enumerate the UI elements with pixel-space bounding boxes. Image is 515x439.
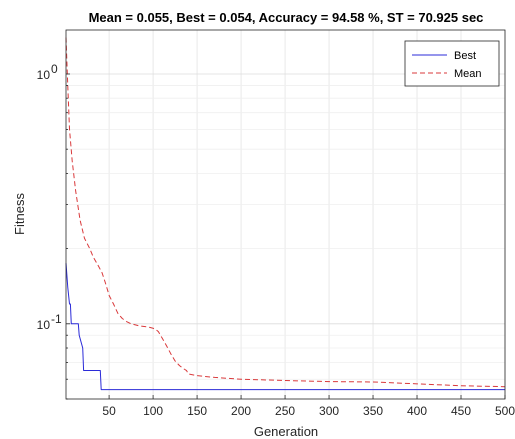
- series-line-mean: [65, 37, 506, 388]
- plot-area: [66, 30, 505, 399]
- legend-mean-label: Mean: [454, 68, 482, 80]
- x-tick-label: 100: [143, 404, 163, 418]
- series-lines: [65, 37, 506, 391]
- x-tick-label: 200: [231, 404, 251, 418]
- plot-frame: [65, 29, 506, 400]
- x-tick-label: 450: [451, 404, 471, 418]
- legend: Best Mean: [404, 40, 500, 87]
- x-tick-label: 250: [275, 404, 295, 418]
- x-tick-label: 350: [363, 404, 383, 418]
- legend-box: [404, 40, 500, 87]
- x-tick-label: 150: [187, 404, 207, 418]
- y-axis-label: Fitness: [12, 193, 27, 235]
- x-tick-label: 50: [102, 404, 116, 418]
- series-line-best: [65, 263, 505, 391]
- y-tick-label: 10: [37, 318, 51, 332]
- legend-best-label: Best: [454, 50, 476, 62]
- x-tick-label: 500: [495, 404, 515, 418]
- y-tick-exponent: 0: [51, 62, 58, 76]
- y-tick-label: 10: [37, 68, 51, 82]
- x-tick-label: 400: [407, 404, 427, 418]
- y-tick-exponent: -1: [51, 312, 62, 326]
- x-axis-ticks: 50 100 150 200 250 300 350 400 450 500: [102, 395, 515, 418]
- chart-title: Mean = 0.055, Best = 0.054, Accuracy = 9…: [89, 10, 484, 25]
- x-tick-label: 300: [319, 404, 339, 418]
- x-axis-label: Generation: [254, 424, 318, 439]
